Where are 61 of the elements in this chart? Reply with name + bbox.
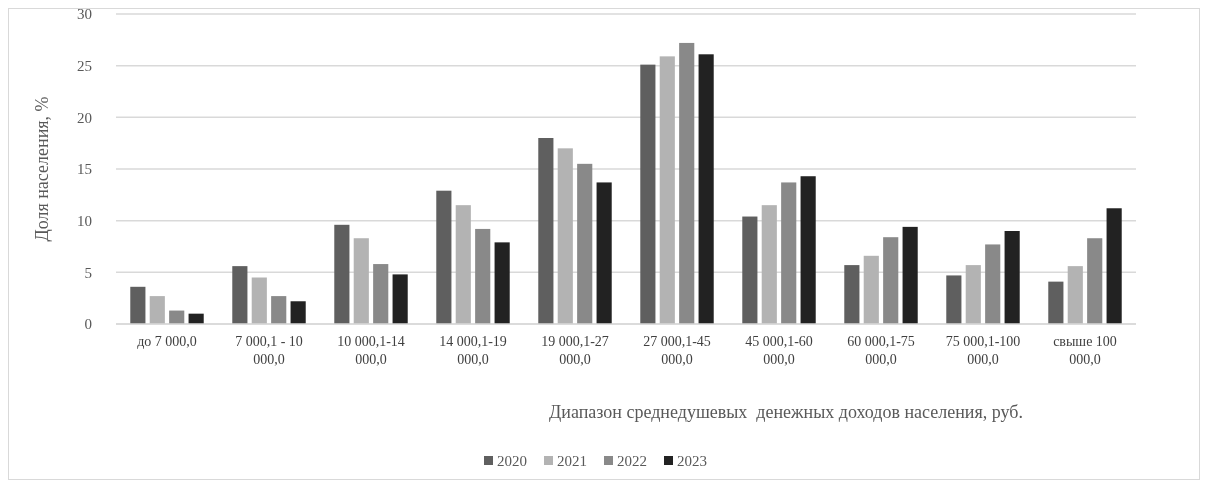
x-tick-label: 7 000,1 - 10 000,0 xyxy=(235,334,303,367)
bar xyxy=(800,176,816,324)
bar xyxy=(640,64,656,324)
bar xyxy=(455,205,471,324)
bar xyxy=(251,277,267,324)
legend-label: 2021 xyxy=(557,453,587,469)
legend-label: 2022 xyxy=(617,453,647,469)
bar xyxy=(232,266,248,324)
bar xyxy=(946,275,962,324)
bar xyxy=(883,237,899,324)
y-tick-label: 25 xyxy=(77,57,92,74)
bar xyxy=(679,42,695,324)
legend-label: 2020 xyxy=(497,453,527,469)
x-tick-label: 45 000,1-60 000,0 xyxy=(745,334,813,367)
x-tick-label: 19 000,1-27 000,0 xyxy=(541,334,609,367)
x-tick-label: 27 000,1-45 000,0 xyxy=(643,334,711,367)
bar xyxy=(353,238,369,324)
y-tick-label: 30 xyxy=(77,6,92,23)
bar xyxy=(742,216,758,324)
bar xyxy=(475,228,491,324)
bar xyxy=(373,264,389,324)
bar xyxy=(863,255,879,324)
bar xyxy=(538,138,554,324)
y-tick-label: 10 xyxy=(77,212,92,229)
bar xyxy=(596,182,612,324)
bar xyxy=(130,286,146,324)
bar xyxy=(290,301,306,324)
bar xyxy=(557,148,573,324)
bar xyxy=(985,244,1001,324)
x-tick-label: 14 000,1-19 000,0 xyxy=(439,334,507,367)
bar xyxy=(1067,266,1083,324)
x-tick-label: 75 000,1-100 000,0 xyxy=(945,334,1021,367)
bar xyxy=(577,163,593,324)
legend-label: 2023 xyxy=(677,453,707,469)
bar xyxy=(149,296,165,324)
bar xyxy=(1087,238,1103,324)
bar xyxy=(1004,231,1020,324)
bar xyxy=(781,182,797,324)
bar xyxy=(334,224,350,324)
y-tick-label: 5 xyxy=(84,264,92,281)
bar xyxy=(965,265,981,324)
bar xyxy=(436,190,452,324)
bar xyxy=(761,205,777,324)
x-tick-label: 60 000,1-75 000,0 xyxy=(847,334,915,367)
y-tick-label: 20 xyxy=(77,109,92,126)
y-tick-label: 0 xyxy=(84,316,92,333)
bar xyxy=(902,226,918,324)
bar xyxy=(494,242,510,324)
y-tick-label: 15 xyxy=(77,161,92,178)
bar xyxy=(844,265,860,324)
bar xyxy=(392,274,408,324)
x-axis-title: Диапазон среднедушевых денежных доходов населения, руб. xyxy=(549,402,1023,422)
bar xyxy=(1106,208,1122,324)
bar xyxy=(698,54,714,324)
bar xyxy=(659,56,675,324)
y-axis-title: Доля населения, % xyxy=(32,96,52,242)
bar xyxy=(1048,281,1064,324)
bar xyxy=(271,296,287,324)
x-tick-label: 10 000,1-14 000,0 xyxy=(337,334,405,367)
x-tick-label: до 7 000,0 xyxy=(137,334,197,349)
x-tick-label: свыше 100 000,0 xyxy=(1053,334,1117,367)
